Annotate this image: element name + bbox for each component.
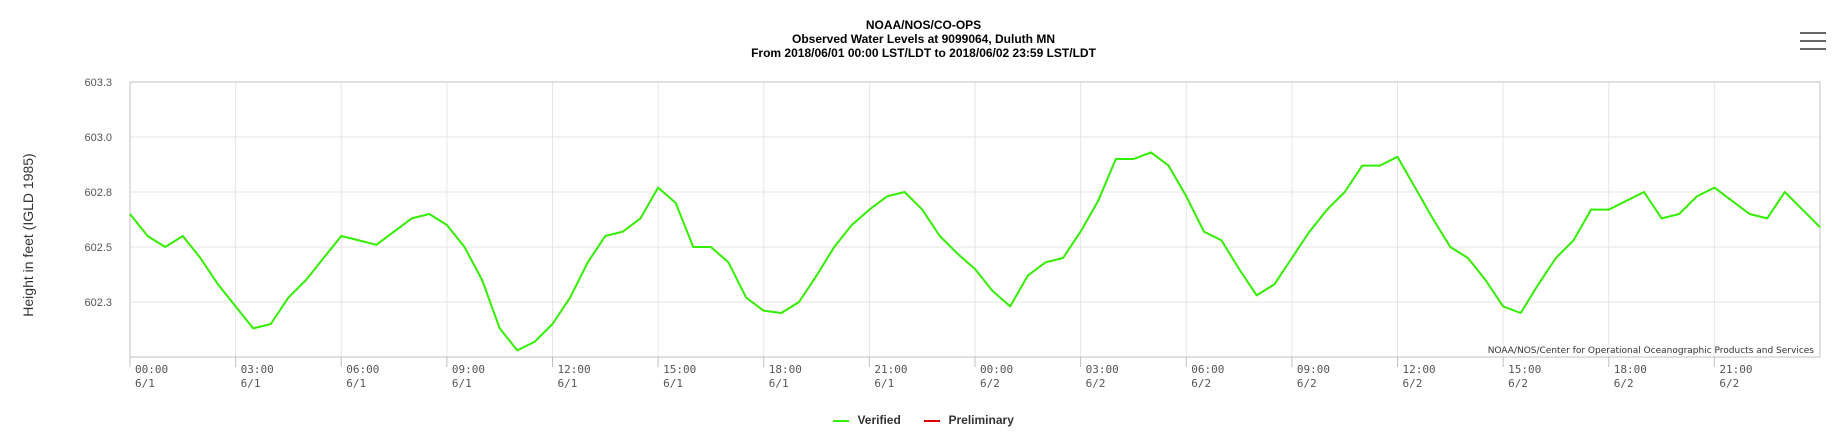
- chart-title: NOAA/NOS/CO-OPS: [865, 18, 982, 32]
- x-tick-label-date: 6/1: [663, 377, 683, 390]
- legend-label-preliminary: Preliminary: [948, 413, 1014, 427]
- legend: Verified Preliminary: [0, 413, 1847, 427]
- x-tick-label-time: 03:00: [241, 363, 274, 376]
- x-tick-label-date: 6/1: [452, 377, 472, 390]
- chart-subtitle-station: Observed Water Levels at 9099064, Duluth…: [792, 32, 1055, 46]
- x-tick-label-date: 6/2: [1719, 377, 1739, 390]
- x-tick-label-time: 18:00: [1614, 363, 1647, 376]
- x-tick-label-date: 6/1: [241, 377, 261, 390]
- x-tick-label-date: 6/1: [135, 377, 155, 390]
- x-tick-label-date: 6/1: [346, 377, 366, 390]
- x-tick-label-time: 12:00: [558, 363, 591, 376]
- x-tick-label-time: 00:00: [135, 363, 168, 376]
- x-tick-label-date: 6/2: [1191, 377, 1211, 390]
- y-tick-label: 603.3: [84, 77, 112, 89]
- x-tick-label-time: 15:00: [1508, 363, 1541, 376]
- legend-swatch-verified: [833, 419, 850, 422]
- x-tick-label-time: 06:00: [1191, 363, 1224, 376]
- x-tick-label-date: 6/2: [980, 377, 1000, 390]
- y-tick-label: 602.8: [84, 187, 112, 199]
- x-tick-label-date: 6/1: [769, 377, 789, 390]
- x-tick-label-date: 6/2: [1508, 377, 1528, 390]
- x-tick-label-time: 18:00: [769, 363, 802, 376]
- x-tick-label-time: 21:00: [874, 363, 907, 376]
- series-line-verified: [129, 151, 1821, 352]
- x-tick-label-date: 6/2: [1614, 377, 1634, 390]
- x-tick-label-time: 09:00: [452, 363, 485, 376]
- chart-titles: NOAA/NOS/CO-OPS Observed Water Levels at…: [0, 18, 1847, 60]
- x-tick-label-date: 6/1: [874, 377, 894, 390]
- x-axis-ticks: 00:006/103:006/106:006/109:006/112:006/1…: [129, 357, 1753, 390]
- x-tick-label-time: 00:00: [980, 363, 1013, 376]
- hamburger-icon: [1800, 32, 1826, 34]
- chart-credit: NOAA/NOS/Center for Operational Oceanogr…: [1488, 346, 1815, 356]
- series-group: [129, 151, 1821, 352]
- grid-lines: [129, 81, 1820, 357]
- chart-subtitle-range: From 2018/06/01 00:00 LST/LDT to 2018/06…: [751, 46, 1096, 60]
- x-tick-label-time: 12:00: [1403, 363, 1436, 376]
- x-tick-label-time: 21:00: [1719, 363, 1752, 376]
- x-tick-label-time: 09:00: [1297, 363, 1330, 376]
- x-tick-label-date: 6/2: [1086, 377, 1106, 390]
- y-tick-label: 603.0: [84, 132, 112, 144]
- x-tick-label-time: 03:00: [1086, 363, 1119, 376]
- y-tick-label: 602.3: [84, 297, 112, 309]
- x-tick-label-time: 15:00: [663, 363, 696, 376]
- legend-swatch-preliminary: [924, 419, 941, 422]
- legend-item-preliminary[interactable]: Preliminary: [924, 413, 1014, 427]
- y-tick-label: 602.5: [84, 242, 112, 254]
- x-tick-label-date: 6/2: [1297, 377, 1317, 390]
- legend-label-verified: Verified: [857, 413, 901, 427]
- x-tick-label-time: 06:00: [346, 363, 379, 376]
- y-axis-ticks: 603.3 603.0 602.8 602.5 602.3: [84, 77, 112, 309]
- x-tick-label-date: 6/2: [1403, 377, 1423, 390]
- x-tick-label-date: 6/1: [558, 377, 578, 390]
- chart-menu-button[interactable]: [1800, 28, 1826, 54]
- legend-item-verified[interactable]: Verified: [833, 413, 901, 427]
